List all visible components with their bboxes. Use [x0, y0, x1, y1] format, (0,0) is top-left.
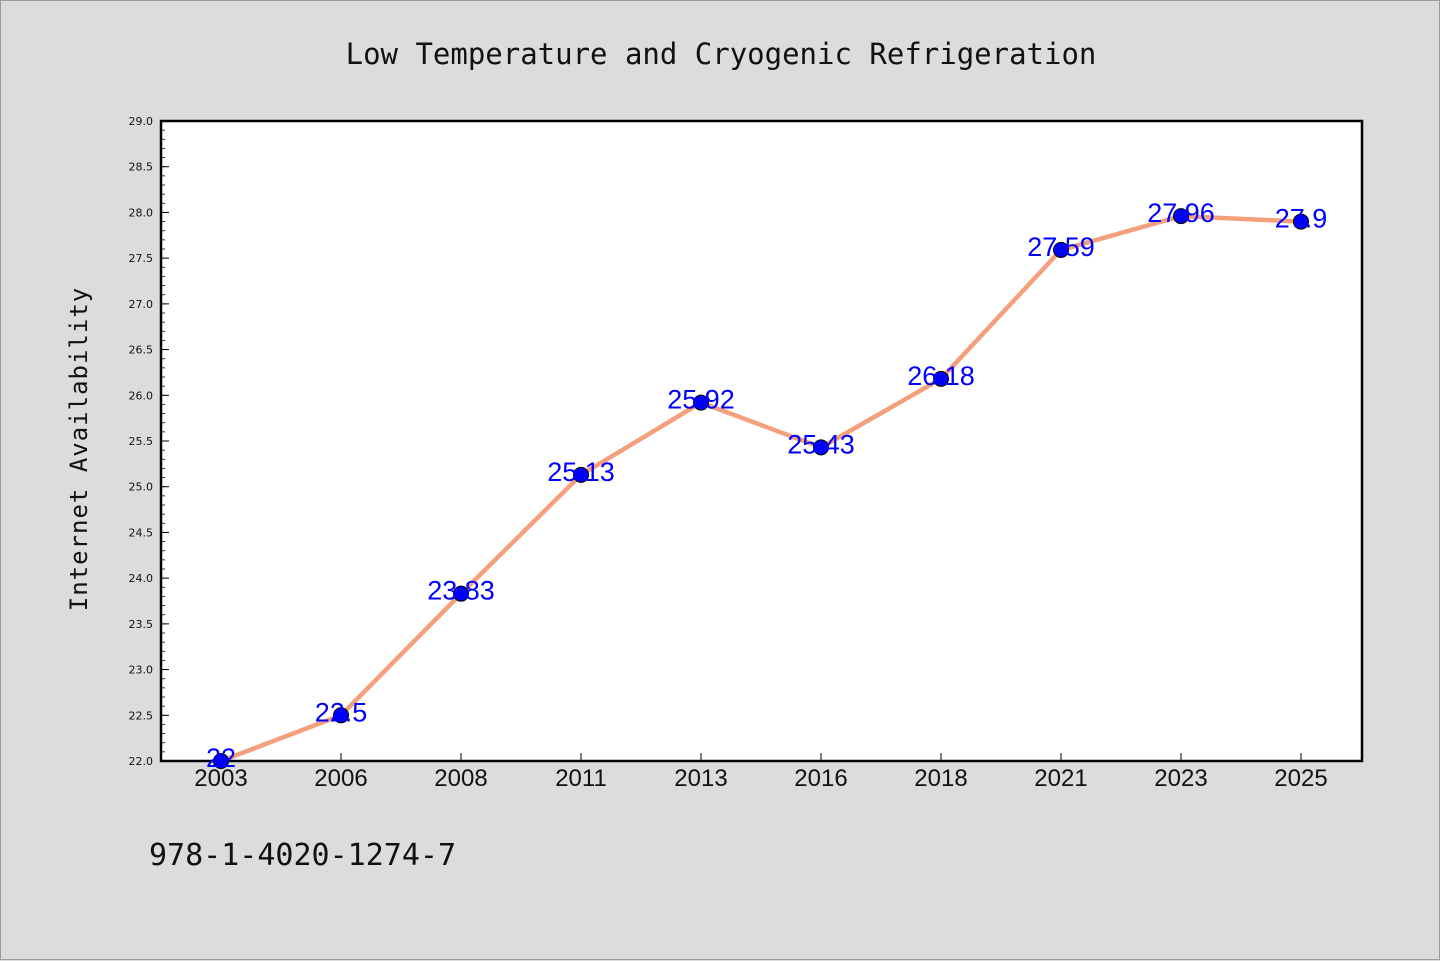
data-point [573, 466, 589, 483]
data-label: 25.92 [667, 385, 735, 415]
data-label: 25.13 [547, 457, 615, 487]
x-tick-label: 2016 [794, 765, 847, 792]
x-tick-label: 2011 [555, 765, 607, 792]
chart-title: Low Temperature and Cryogenic Refrigerat… [346, 37, 1097, 71]
data-point [333, 707, 349, 724]
y-tick-label: 25.0 [129, 481, 154, 494]
y-tick-label: 25.5 [129, 435, 154, 448]
data-label: 22.5 [315, 697, 368, 727]
data-point [213, 753, 229, 769]
x-tick-label: 2003 [194, 765, 247, 792]
y-tick-label: 29.0 [129, 115, 154, 128]
y-tick-label: 27.5 [129, 252, 154, 265]
y-tick-label: 23.5 [129, 618, 154, 631]
data-label: 22 [206, 743, 236, 773]
data-series [213, 208, 1309, 769]
data-point [1293, 213, 1309, 230]
footnote-isbn: 978-1-4020-1274-7 [149, 838, 456, 873]
x-tick-label: 2018 [914, 765, 967, 792]
data-point [693, 394, 709, 411]
data-point [453, 585, 469, 602]
y-tick-label: 26.0 [129, 389, 154, 402]
y-tick-label: 24.0 [129, 572, 154, 585]
data-label: 27.9 [1275, 204, 1328, 234]
y-axis-label: Internet Availability [65, 287, 93, 611]
y-tick-label: 24.5 [129, 526, 154, 539]
data-label: 25.43 [787, 429, 855, 459]
x-tick-label: 2006 [314, 765, 367, 792]
y-tick-label: 28.0 [129, 206, 154, 219]
series-line [218, 213, 1304, 764]
data-label: 27.59 [1027, 232, 1095, 262]
y-tick-label: 22.0 [129, 755, 154, 768]
data-labels: 22 22.5 23.83 25.13 25.92 25.43 26.18 27.59 27.9… [206, 198, 1327, 773]
data-label: 26.18 [907, 361, 975, 391]
plot-area [159, 119, 1364, 763]
x-axis: 2003 2006 2008 2011 2013 2016 2018 2021 2023 2025 [194, 753, 1328, 792]
x-tick-label: 2021 [1034, 765, 1087, 792]
y-tick-label: 27.0 [129, 298, 154, 311]
y-tick-label: 22.5 [129, 709, 154, 722]
y-tick-label: 26.5 [129, 344, 154, 357]
data-label: 27.96 [1147, 198, 1215, 228]
x-tick-label: 2013 [674, 765, 727, 792]
y-tick-label: 28.5 [129, 161, 154, 174]
data-label: 23.83 [427, 576, 495, 606]
x-tick-label: 2025 [1274, 765, 1327, 792]
y-axis: 22.0 22.5 23.0 23.5 24.0 24.5 25.0 25.5 26.0 26.5… [129, 115, 169, 768]
x-tick-label: 2008 [434, 765, 487, 792]
data-point [813, 439, 829, 456]
data-point [933, 370, 949, 387]
x-tick-label: 2023 [1154, 765, 1207, 792]
data-point [1053, 241, 1069, 258]
y-tick-label: 23.0 [129, 664, 154, 677]
data-point [1173, 208, 1189, 225]
